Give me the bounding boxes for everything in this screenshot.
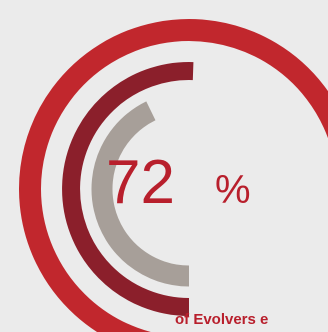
percentage-value: 72 [106,148,175,217]
middle-ring-arc [62,62,194,316]
chart-caption: of Evolvers e [175,311,268,328]
percentage-sign: % [215,168,251,212]
inner-ring-arc [91,101,190,287]
outer-ring-arc [19,19,328,332]
